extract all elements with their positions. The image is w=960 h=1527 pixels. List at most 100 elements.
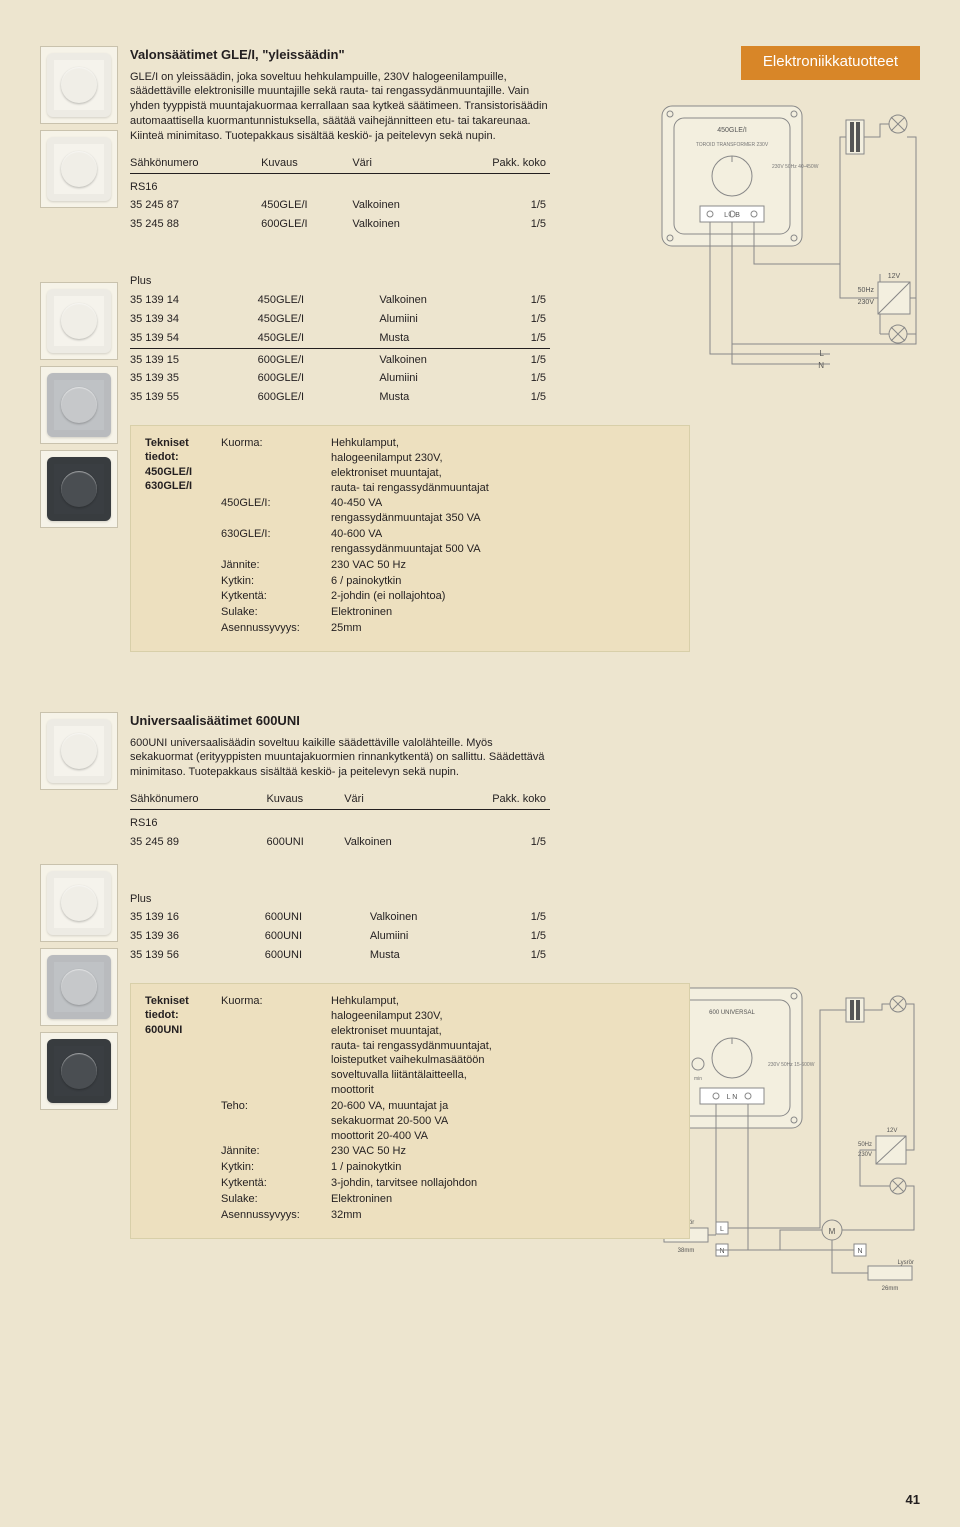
tech-key: 450GLE/I: [221, 496, 331, 527]
tech-value: 230 VAC 50 Hz [331, 1144, 492, 1160]
svg-text:600 UNIVERSAL: 600 UNIVERSAL [709, 1010, 755, 1016]
wiring-diagram-1: 450GLE/I TOROID TRANSFORMER 230V 230V 50… [660, 104, 920, 428]
section-body: GLE/I on yleissäädin, joka soveltuu hehk… [130, 70, 550, 144]
tech-key: Asennussyvyys: [221, 1208, 331, 1224]
tech-value: 230 VAC 50 Hz [331, 558, 489, 574]
th-desc: Kuvaus [266, 790, 344, 809]
group-label: RS16 [130, 173, 550, 196]
product-image [40, 282, 118, 360]
svg-text:12V: 12V [888, 273, 901, 280]
table-row: 35 245 87450GLE/IValkoinen1/5 [130, 196, 550, 215]
tech-value: 6 / painokytkin [331, 574, 489, 590]
section-header: Elektroniikkatuotteet [741, 46, 920, 80]
tech-key: Kytkin: [221, 574, 331, 590]
tech-value: Elektroninen [331, 1192, 492, 1208]
tech-specs: Tekniset tiedot: 450GLE/I 630GLE/I Kuorm… [130, 425, 690, 652]
tech-value: Hehkulamput, halogeenilamput 230V, elekt… [331, 436, 489, 496]
tech-key: Sulake: [221, 1192, 331, 1208]
svg-text:N: N [857, 1248, 862, 1255]
tech-value: 40-600 VA rengassydänmuuntajat 500 VA [331, 527, 489, 558]
th-sku: Sähkönumero [130, 790, 266, 809]
table-row: 35 139 36600UNIAlumiini1/5 [130, 927, 550, 946]
group-label: RS16 [130, 809, 550, 832]
product-table: Sähkönumero Kuvaus Väri Pakk. koko RS16 … [130, 790, 550, 852]
svg-text:TOROID TRANSFORMER 230V: TOROID TRANSFORMER 230V [696, 142, 769, 148]
table-row: 35 139 34450GLE/IAlumiini1/5 [130, 310, 550, 329]
tech-key: Kuorma: [221, 994, 331, 1099]
table-row: 35 245 88600GLE/IValkoinen1/5 [130, 215, 550, 234]
product-image [40, 46, 118, 124]
product-image [40, 712, 118, 790]
tech-value: 40-450 VA rengassydänmuuntajat 350 VA [331, 496, 489, 527]
tech-key: Sulake: [221, 605, 331, 621]
product-table: Plus 35 139 16600UNIValkoinen1/5 35 139 … [130, 886, 550, 965]
product-image [40, 1032, 118, 1110]
svg-text:L: L [820, 349, 825, 358]
table-row: 35 139 55600GLE/IMusta1/5 [130, 388, 550, 407]
tech-key: Kytkentä: [221, 589, 331, 605]
tech-value: 25mm [331, 621, 489, 637]
tech-model: 450GLE/I [145, 466, 192, 478]
table-row: 35 139 16600UNIValkoinen1/5 [130, 908, 550, 927]
tech-key: 630GLE/I: [221, 527, 331, 558]
tech-value: 1 / painokytkin [331, 1160, 492, 1176]
tech-model: 600UNI [145, 1024, 182, 1036]
svg-text:38mm: 38mm [678, 1248, 695, 1254]
th-color: Väri [344, 790, 441, 809]
tech-model: 630GLE/I [145, 480, 192, 492]
tech-key: Jännite: [221, 1144, 331, 1160]
product-table: Sähkönumero Kuvaus Väri Pakk. koko RS16 … [130, 154, 550, 234]
section-title: Universaalisäätimet 600UNI [130, 712, 920, 730]
wiring-diagram-2: 600 UNIVERSAL 230V 50Hz 15-600W min L N … [660, 986, 920, 1320]
section-body: 600UNI universaalisäädin soveltuu kaikil… [130, 736, 550, 781]
tech-value: Elektroninen [331, 605, 489, 621]
tech-value: 3-johdin, tarvitsee nollajohdon [331, 1176, 492, 1192]
product-image [40, 130, 118, 208]
table-row: 35 139 14450GLE/IValkoinen1/5 [130, 291, 550, 310]
svg-text:230V 50Hz 15-600W: 230V 50Hz 15-600W [768, 1062, 815, 1068]
tech-value: Hehkulamput, halogeenilamput 230V, elekt… [331, 994, 492, 1099]
table-row: 35 139 15600GLE/IValkoinen1/5 [130, 348, 550, 369]
tech-key: Jännite: [221, 558, 331, 574]
product-image [40, 948, 118, 1026]
tech-title: Tekniset tiedot: [145, 437, 189, 463]
group-label: Plus [130, 886, 550, 909]
th-desc: Kuvaus [261, 154, 352, 173]
svg-text:L L B: L L B [724, 212, 740, 219]
svg-text:L N: L N [727, 1094, 738, 1101]
svg-text:N: N [719, 1248, 724, 1255]
product-image [40, 450, 118, 528]
th-pack: Pakk. koko [445, 154, 550, 173]
svg-text:230V 50Hz 40-450W: 230V 50Hz 40-450W [772, 164, 819, 170]
th-sku: Sähkönumero [130, 154, 261, 173]
th-color: Väri [352, 154, 445, 173]
product-table: Plus 35 139 14450GLE/IValkoinen1/5 35 13… [130, 268, 550, 407]
table-row: 35 139 35600GLE/IAlumiini1/5 [130, 369, 550, 388]
tech-title: Tekniset tiedot: [145, 995, 189, 1021]
svg-text:M: M [829, 1227, 836, 1236]
tech-key: Kytkin: [221, 1160, 331, 1176]
svg-text:26mm: 26mm [882, 1286, 899, 1292]
tech-key: Asennussyvyys: [221, 621, 331, 637]
th-pack: Pakk. koko [441, 790, 550, 809]
product-image [40, 366, 118, 444]
svg-text:L: L [720, 1226, 724, 1233]
group-label: Plus [130, 268, 550, 291]
tech-key: Kuorma: [221, 436, 331, 496]
svg-text:50Hz: 50Hz [858, 1142, 872, 1148]
svg-text:min: min [694, 1076, 702, 1082]
table-row: 35 139 54450GLE/IMusta1/5 [130, 329, 550, 348]
svg-text:N: N [818, 361, 824, 370]
tech-value: 32mm [331, 1208, 492, 1224]
svg-text:450GLE/I: 450GLE/I [717, 127, 747, 134]
svg-text:230V: 230V [858, 299, 875, 306]
tech-value: 20-600 VA, muuntajat ja sekakuormat 20-5… [331, 1099, 492, 1145]
tech-value: 2-johdin (ei nollajohtoa) [331, 589, 489, 605]
tech-specs: Tekniset tiedot: 600UNI Kuorma:Hehkulamp… [130, 983, 690, 1239]
table-row: 35 245 89600UNIValkoinen1/5 [130, 833, 550, 852]
page-number: 41 [906, 1491, 920, 1509]
svg-text:12V: 12V [887, 1128, 898, 1134]
tech-key: Teho: [221, 1099, 331, 1145]
svg-text:Lysrör: Lysrör [898, 1260, 914, 1266]
product-image [40, 864, 118, 942]
